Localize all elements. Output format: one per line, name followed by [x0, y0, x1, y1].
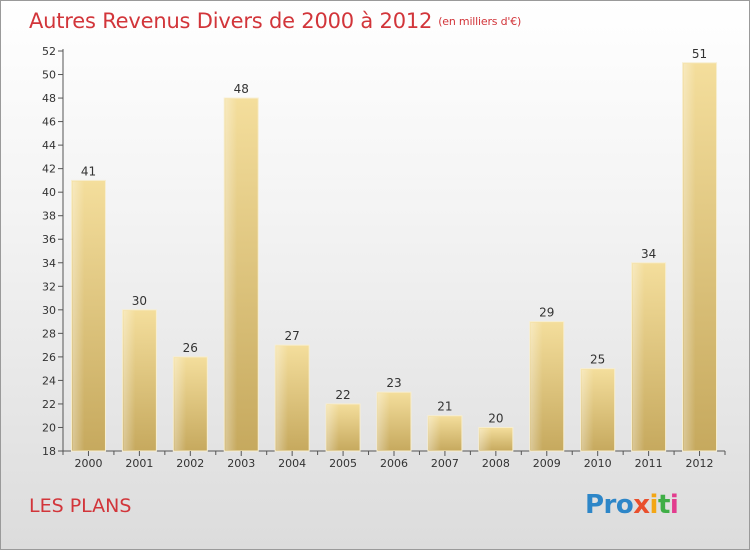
bar-highlight [428, 416, 441, 450]
bar-value-label: 30 [132, 294, 147, 308]
y-tick-label: 28 [42, 327, 56, 340]
logo-part: x [633, 490, 650, 520]
bar-highlight [581, 369, 594, 450]
y-tick-label: 20 [42, 421, 56, 434]
y-tick-label: 36 [42, 233, 56, 246]
x-tick-label: 2009 [533, 457, 561, 470]
bar-value-label: 26 [183, 341, 198, 355]
bar-value-label: 48 [234, 82, 249, 96]
x-tick-label: 2000 [74, 457, 102, 470]
y-tick-label: 42 [42, 163, 56, 176]
y-tick-label: 32 [42, 280, 56, 293]
y-tick-label: 48 [42, 92, 56, 105]
commune-name: LES PLANS [29, 495, 132, 517]
y-tick-label: 22 [42, 398, 56, 411]
y-tick-label: 46 [42, 116, 56, 129]
x-tick-label: 2012 [686, 457, 714, 470]
logo-part: i [649, 490, 659, 520]
x-tick-label: 2010 [584, 457, 612, 470]
y-tick-label: 40 [42, 186, 56, 199]
bar-highlight [632, 263, 645, 450]
y-tick-label: 24 [42, 374, 56, 387]
x-tick-label: 2011 [635, 457, 663, 470]
bar-value-label: 34 [641, 247, 656, 261]
y-tick-label: 52 [42, 45, 56, 58]
chart-title: Autres Revenus Divers de 2000 à 2012 (en … [29, 9, 521, 33]
bar-highlight [276, 346, 289, 450]
y-tick-label: 26 [42, 351, 56, 364]
bar-highlight [123, 310, 136, 450]
x-tick-label: 2005 [329, 457, 357, 470]
y-tick-label: 34 [42, 257, 56, 270]
bar-highlight [327, 404, 339, 450]
bar-highlight [225, 99, 238, 450]
y-tick-label: 38 [42, 210, 56, 223]
bar-value-label: 25 [590, 353, 605, 367]
bar-highlight [72, 181, 85, 451]
x-tick-label: 2006 [380, 457, 408, 470]
bar-highlight [479, 428, 492, 450]
bar-highlight [530, 322, 543, 450]
y-tick-label: 18 [42, 445, 56, 458]
title-text: Autres Revenus Divers de 2000 à 2012 [29, 9, 433, 33]
logo-part: t [657, 490, 670, 520]
logo-part: Pro [585, 490, 634, 520]
title-unit: (en milliers d'€) [438, 15, 522, 28]
x-tick-label: 2004 [278, 457, 306, 470]
bar-value-label: 51 [692, 47, 707, 61]
bar-highlight [683, 63, 696, 450]
bar-value-label: 29 [539, 306, 554, 320]
y-tick-label: 50 [42, 69, 56, 82]
bar-highlight [174, 357, 187, 450]
bar-highlight [378, 393, 390, 450]
bar-value-label: 41 [81, 164, 96, 178]
x-tick-label: 2003 [227, 457, 255, 470]
bar-value-label: 20 [488, 411, 503, 425]
x-tick-label: 2007 [431, 457, 459, 470]
bar-value-label: 27 [285, 329, 300, 343]
bar-value-label: 22 [335, 388, 350, 402]
y-tick-label: 44 [42, 139, 56, 152]
bar-value-label: 21 [437, 400, 452, 414]
proxiti-logo: Proxiti [585, 490, 679, 520]
bar-value-label: 23 [386, 376, 401, 390]
x-tick-label: 2008 [482, 457, 510, 470]
x-tick-label: 2001 [125, 457, 153, 470]
y-tick-label: 30 [42, 304, 56, 317]
logo-part: i [669, 490, 679, 520]
x-tick-label: 2002 [176, 457, 204, 470]
